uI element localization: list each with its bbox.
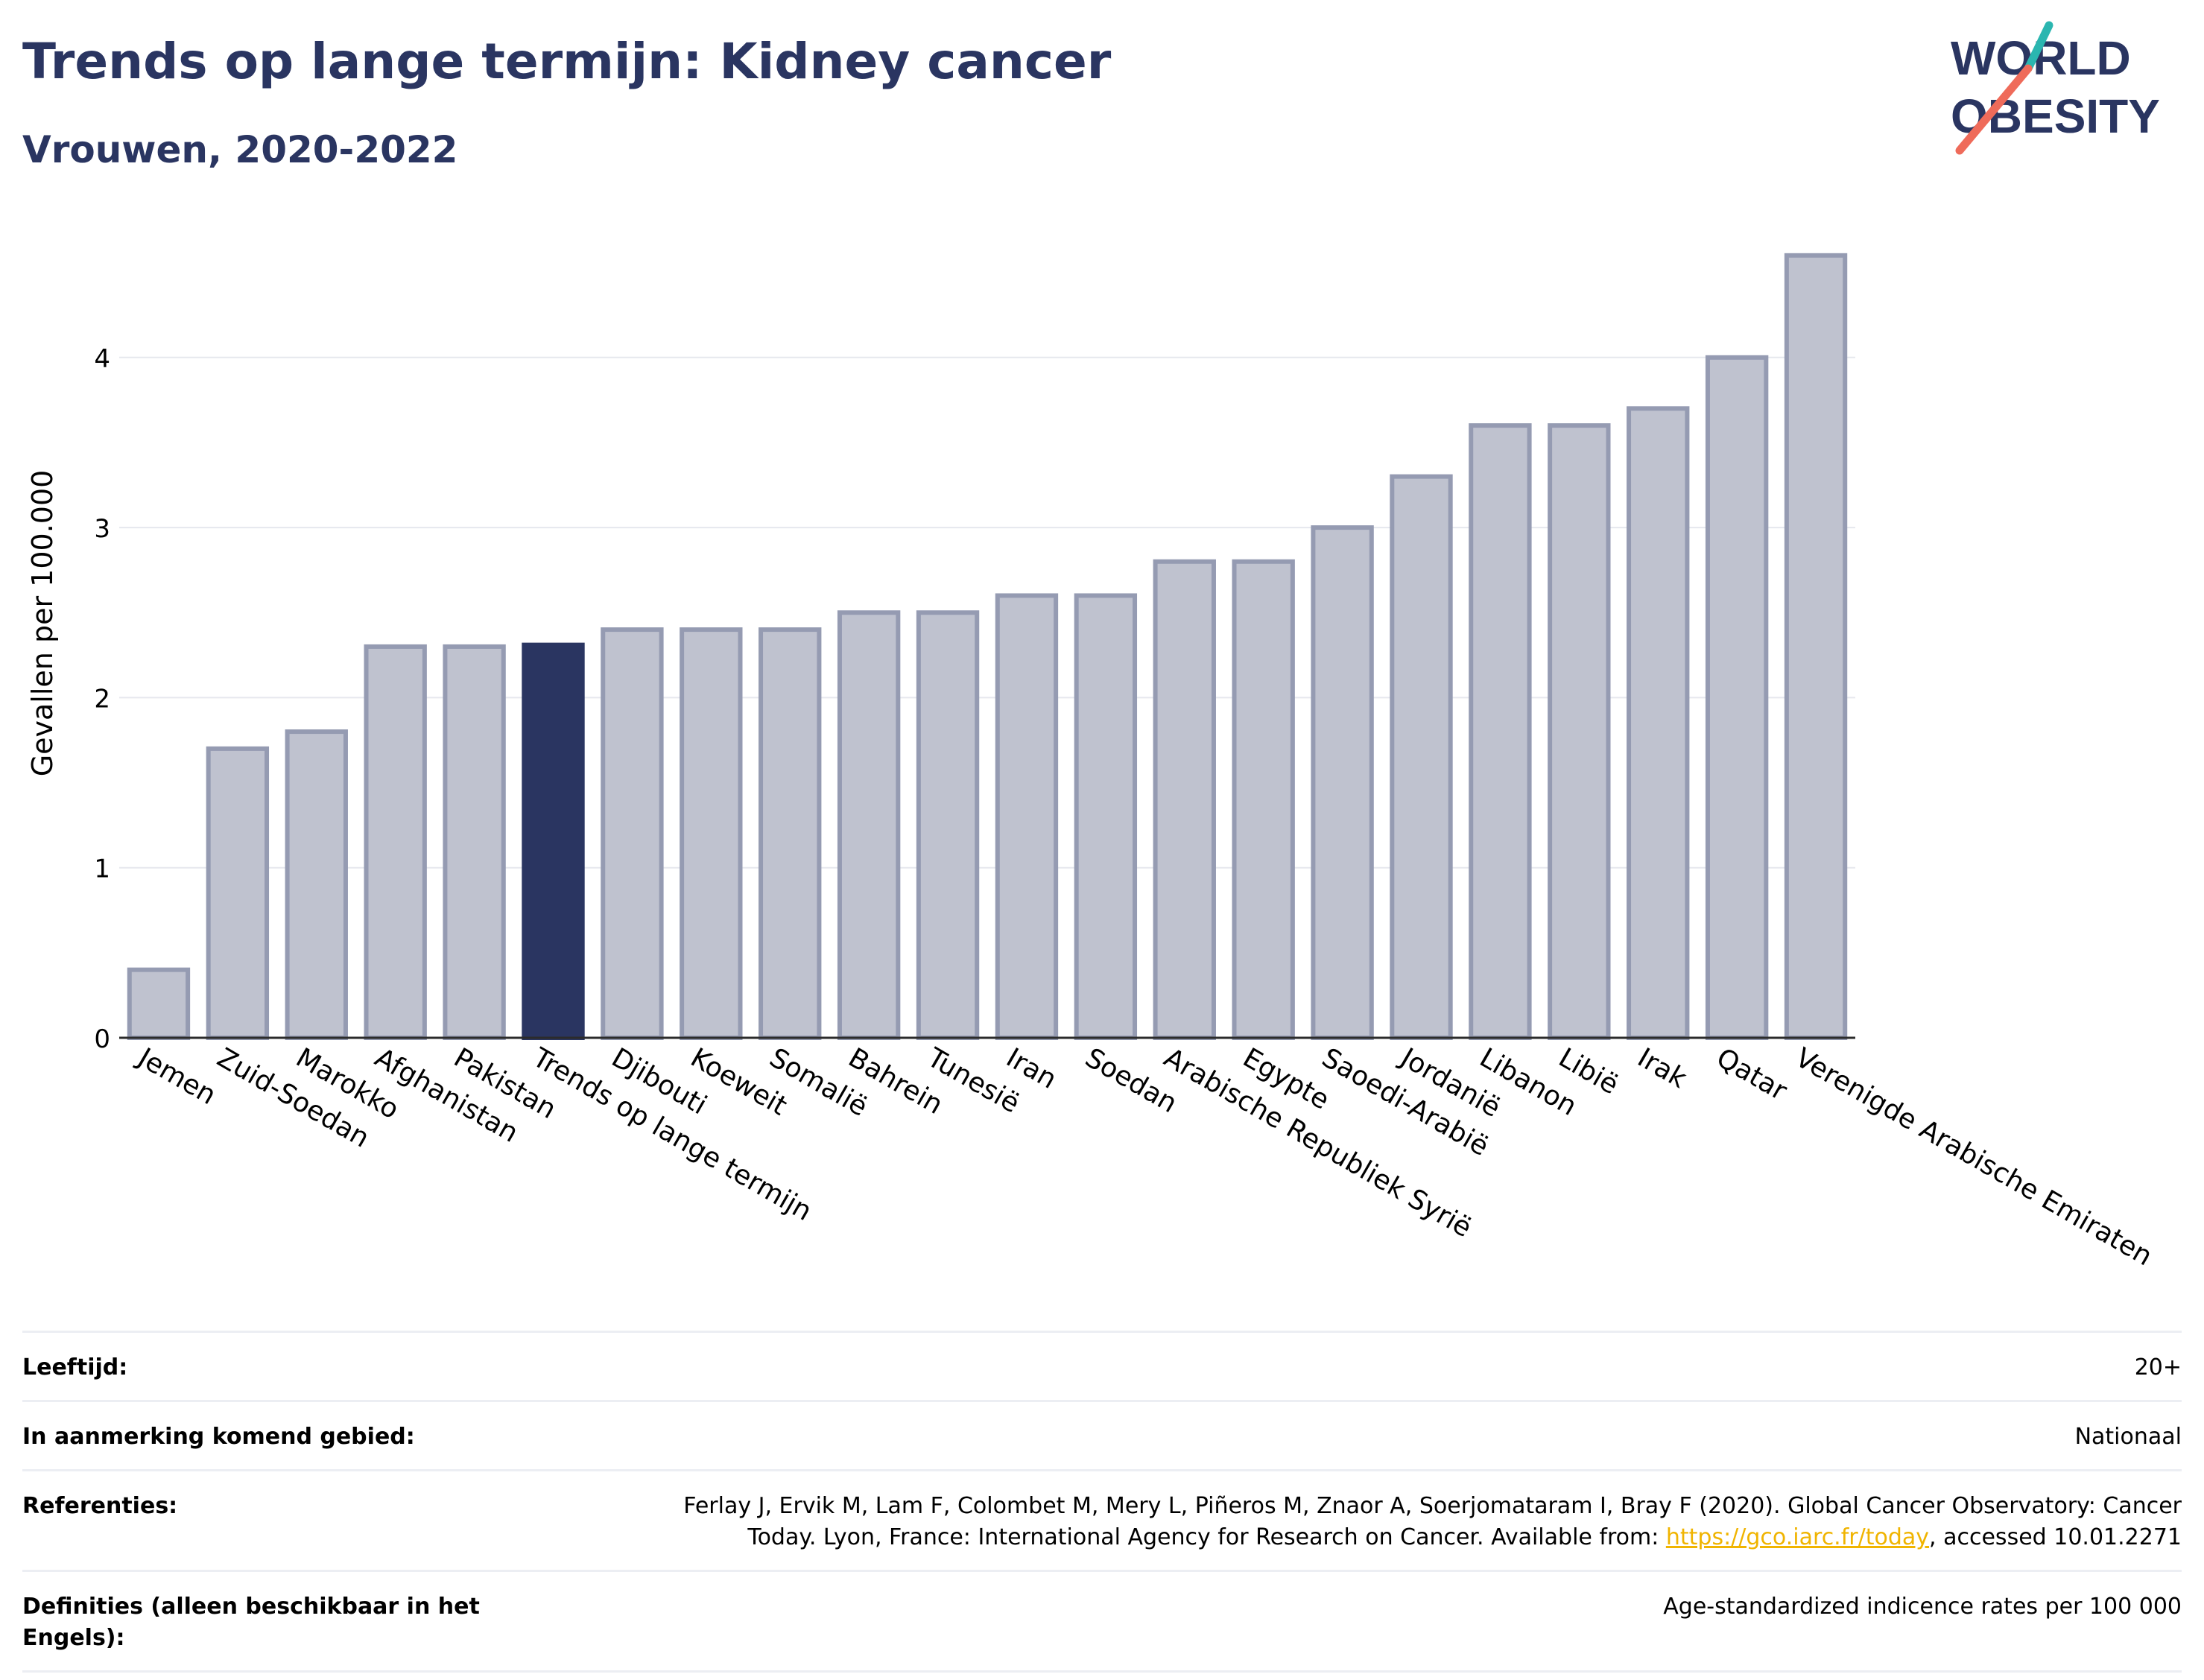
bar [601,627,664,1040]
bar-highlighted [522,642,585,1040]
x-tick-labels: JemenZuid-SoedanMarokkoAfghanistanPakist… [132,1042,2158,1272]
bar [127,967,191,1041]
bar [1390,474,1453,1040]
y-axis-label: Gevallen per 100.000 [26,470,59,777]
info-label: In aanmerking komend gebied: [22,1424,415,1450]
bar [995,593,1059,1040]
bar [916,610,980,1040]
bars [127,253,1848,1041]
y-tick-label: 2 [94,684,110,714]
logo-slash-coral [1955,64,2033,155]
bar [285,729,348,1040]
bar-chart: 0 1 2 3 4 JemenZuid-SoedanMarokkoAfghanistan… [26,253,2158,1272]
bar [759,627,822,1040]
bar [837,610,901,1040]
x-tick-label: Jemen [132,1042,221,1111]
info-label: Referenties: [22,1493,178,1519]
x-tick-label: Verenigde Arabische Emiraten [1790,1042,2158,1272]
y-tick-label: 0 [94,1024,110,1054]
info-table: Leeftijd: 20+ In aanmerking komend gebie… [22,1331,2182,1673]
bar [1469,423,1532,1040]
y-tick-label: 4 [94,344,110,374]
bar [1784,253,1848,1040]
info-label: Leeftijd: [22,1354,128,1381]
y-tick-label: 3 [94,514,110,544]
info-value: Nationaal [2074,1424,2182,1450]
info-row-age: Leeftijd: 20+ [22,1333,2182,1402]
bar [1153,559,1216,1040]
bar [680,627,743,1040]
y-tick-label: 1 [94,855,110,884]
reference-link[interactable]: https://gco.iarc.fr/today [1665,1524,1930,1550]
info-row-area: In aanmerking komend gebied: Nationaal [22,1402,2182,1471]
logo-slash-teal [2024,21,2053,73]
info-row-definitions: Definities (alleen beschikbaar in het En… [22,1572,2182,1673]
bar [443,644,506,1040]
reference-text: , accessed 10.01.2271 [1929,1524,2182,1550]
chart-title: Trends op lange termijn: Kidney cancer [22,33,1112,90]
y-tick-labels: 0 1 2 3 4 [94,344,110,1054]
info-value: Age-standardized indicence rates per 100… [1663,1594,2182,1620]
x-tick-label: Irak [1633,1042,1692,1094]
reference-text: Ferlay J, Ervik M, Lam F, Colombet M, Me… [683,1493,2182,1519]
bar [1548,423,1611,1040]
info-label: Definities (alleen beschikbaar in het En… [22,1594,480,1651]
bar [1232,559,1295,1040]
bar [1705,355,1769,1040]
x-tick-label: Qatar [1711,1042,1792,1106]
info-value: Ferlay J, Ervik M, Lam F, Colombet M, Me… [683,1491,2182,1553]
world-obesity-logo: WORLD OBESITY [1951,21,2160,155]
reference-text: Today. Lyon, France: International Agenc… [747,1524,1666,1550]
bar [206,746,270,1040]
info-value: 20+ [2134,1354,2182,1381]
bar [1074,593,1138,1040]
bar [1311,525,1374,1040]
chart-subtitle: Vrouwen, 2020-2022 [22,128,458,171]
bar [1627,406,1690,1040]
info-row-references: Referenties: Ferlay J, Ervik M, Lam F, C… [22,1471,2182,1572]
bar [364,644,427,1040]
